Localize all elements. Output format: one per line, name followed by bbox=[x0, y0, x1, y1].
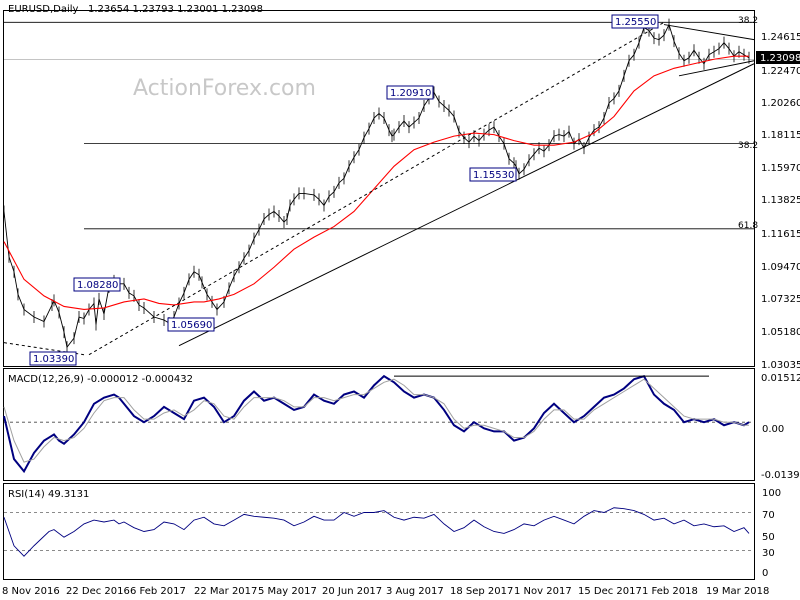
label-4: 1.05690 bbox=[171, 320, 212, 331]
x-tick: 22 Mar 2017 bbox=[194, 586, 257, 597]
macd-title: MACD(12,26,9) -0.000012 -0.000432 bbox=[8, 374, 193, 385]
series-ma bbox=[3, 55, 749, 311]
label-box-4 bbox=[167, 317, 215, 332]
macd-panel-frame bbox=[3, 368, 755, 481]
rsi-panel-frame bbox=[3, 483, 755, 580]
rsi-title: RSI(14) 49.3131 bbox=[8, 489, 89, 500]
x-tick: 20 Jun 2017 bbox=[322, 586, 382, 597]
x-tick: 5 May 2017 bbox=[258, 586, 317, 597]
y-tick: 1.22470 bbox=[761, 66, 800, 77]
label-low: 1.03390 bbox=[33, 354, 74, 365]
watermark: ActionForex.com bbox=[133, 76, 316, 101]
series-signal bbox=[3, 378, 749, 463]
y-tick: 1.13825 bbox=[761, 195, 800, 206]
label-high: 1.25550 bbox=[615, 17, 656, 28]
series-rsi bbox=[3, 507, 750, 557]
series-macd bbox=[3, 374, 750, 474]
x-tick: 18 Sep 2017 bbox=[450, 586, 513, 597]
macd-tick-bottom: -0.01393 bbox=[761, 470, 800, 481]
macd-tick-top: 0.01512 bbox=[761, 373, 800, 384]
x-tick: 22 Dec 2016 bbox=[66, 586, 130, 597]
rsi-tick: 0 bbox=[762, 568, 768, 579]
trendline-triangle_bottom bbox=[678, 60, 755, 77]
fib-label-top: 38.2 bbox=[738, 16, 758, 26]
price-panel-frame bbox=[3, 10, 755, 367]
y-tick: 1.18115 bbox=[761, 130, 800, 141]
trendline-lower_channel bbox=[178, 63, 755, 347]
x-tick: 1 Feb 2018 bbox=[642, 586, 698, 597]
y-tick: 1.24615 bbox=[761, 32, 800, 43]
x-tick: 19 Mar 2018 bbox=[706, 586, 769, 597]
macd-layer bbox=[3, 374, 754, 474]
y-tick: 1.15970 bbox=[761, 163, 800, 174]
price-labels: 1.25550 1.20910 1.15530 1.08280 1.05690 … bbox=[29, 14, 758, 366]
label-box-high bbox=[611, 14, 659, 29]
trendline-upper_channel bbox=[88, 21, 665, 356]
price-y-axis: 1.24615 1.22470 1.20260 1.18115 1.15970 … bbox=[756, 32, 800, 371]
last-price: 1.23098 bbox=[760, 53, 800, 64]
label-2: 1.15530 bbox=[473, 170, 514, 181]
y-tick: 1.20260 bbox=[761, 98, 800, 109]
fib-label-38: 38.2 bbox=[738, 141, 758, 151]
rsi-tick: 50 bbox=[762, 532, 775, 543]
rsi-tick: 70 bbox=[762, 510, 775, 521]
y-tick: 1.11615 bbox=[761, 229, 800, 240]
x-tick: 8 Nov 2016 bbox=[2, 586, 60, 597]
x-tick: 6 Feb 2017 bbox=[130, 586, 186, 597]
chart-symbol: EURUSD,Daily bbox=[8, 4, 79, 15]
x-tick: 3 Aug 2017 bbox=[386, 586, 444, 597]
y-tick: 1.07325 bbox=[761, 294, 800, 305]
x-tick: 1 Nov 2017 bbox=[514, 586, 572, 597]
x-tick: 15 Dec 2017 bbox=[578, 586, 642, 597]
x-axis: 8 Nov 2016 22 Dec 2016 6 Feb 2017 22 Mar… bbox=[2, 586, 769, 597]
label-box-2 bbox=[469, 167, 517, 182]
macd-tick-zero: 0.00 bbox=[762, 424, 784, 435]
label-box-1 bbox=[386, 85, 434, 100]
last-price-box bbox=[756, 51, 800, 64]
rsi-tick: 100 bbox=[762, 488, 781, 499]
rsi-layer bbox=[3, 507, 754, 557]
y-tick: 1.09470 bbox=[761, 262, 800, 273]
chart-ohlc: 1.23654 1.23793 1.23001 1.23098 bbox=[88, 4, 263, 15]
macd-zero-box bbox=[756, 423, 800, 435]
rsi-tick: 30 bbox=[762, 548, 775, 559]
price-layer bbox=[3, 18, 755, 356]
trendline-triangle_top bbox=[663, 24, 755, 41]
label-1: 1.20910 bbox=[390, 88, 431, 99]
fib-label-61: 61.8 bbox=[738, 221, 758, 231]
y-tick: 1.03035 bbox=[761, 360, 800, 371]
y-tick: 1.05180 bbox=[761, 327, 800, 338]
label-box-low bbox=[29, 351, 77, 366]
label-box-3 bbox=[73, 277, 121, 292]
label-3: 1.08280 bbox=[77, 280, 118, 291]
